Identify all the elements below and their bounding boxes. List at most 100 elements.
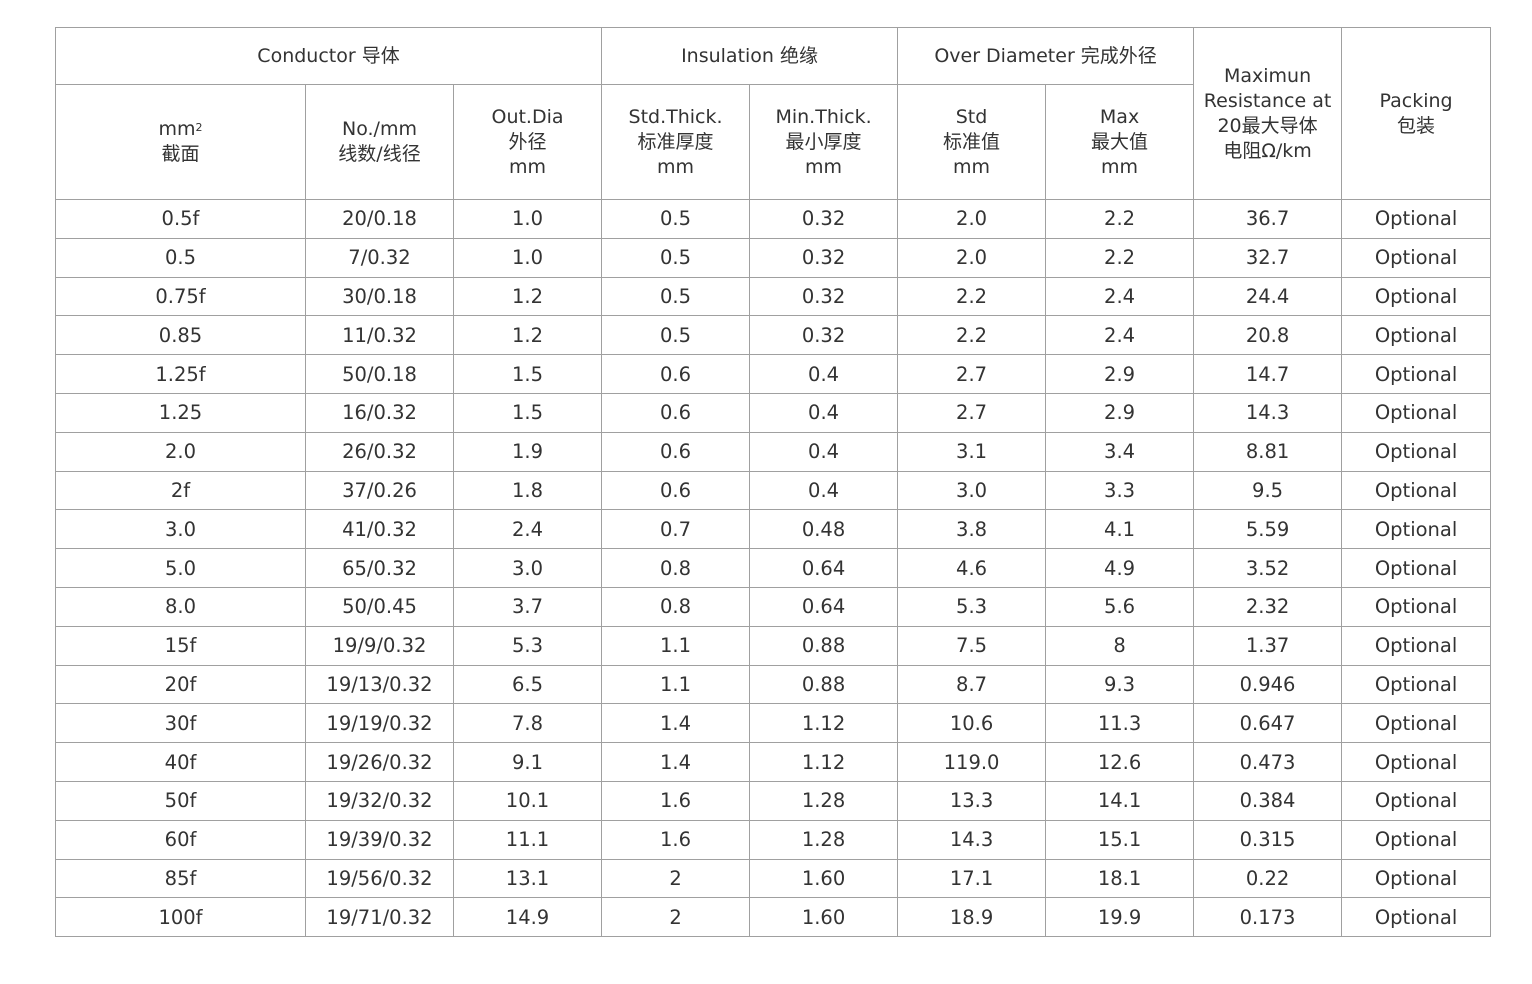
- header-line: 最大值: [1091, 130, 1149, 153]
- table-cell: 1.28: [749, 819, 899, 860]
- area-unit: mm2: [56, 117, 305, 142]
- header-line: mm: [657, 155, 695, 178]
- table-cell: 4.1: [1045, 509, 1195, 550]
- min-thick-header: Min.Thick. 最小厚度 mm: [749, 84, 899, 200]
- table-cell: 1.5: [452, 392, 603, 433]
- table-cell: 2.7: [897, 392, 1047, 433]
- table-cell: Optional: [1341, 703, 1492, 744]
- header-line: mm: [509, 155, 547, 178]
- table-cell: 1.0: [452, 237, 603, 278]
- table-cell: 0.32: [749, 315, 899, 356]
- table-cell: 0.5: [601, 199, 751, 239]
- table-cell: 14.3: [897, 819, 1047, 860]
- table-cell: 2.4: [1045, 315, 1195, 356]
- table-cell: 2.2: [897, 276, 1047, 317]
- table-row: 20f 19/13/0.32 6.5 1.1 0.88 8.7 9.3 0.946 Option…: [55, 664, 1492, 705]
- table-cell: 0.64: [749, 586, 899, 627]
- table-cell: 50/0.18: [305, 354, 454, 394]
- over-diameter-group-header: Over Diameter 完成外径: [897, 27, 1195, 85]
- table-row: 85f 19/56/0.32 13.1 2 1.60 17.1 18.1 0.22 Option…: [55, 858, 1492, 899]
- table-cell: 1.2: [452, 276, 603, 317]
- table-cell: 9.1: [452, 742, 603, 782]
- area-unit-text: mm: [158, 118, 196, 140]
- table-cell: 0.32: [749, 237, 899, 278]
- table-cell: 2: [601, 858, 751, 899]
- table-cell: 14.9: [452, 897, 603, 938]
- area-header: mm2 截面: [55, 84, 306, 200]
- table-cell: 1.37: [1193, 625, 1343, 666]
- table-cell: 6.5: [452, 664, 603, 705]
- resistance-header: Maximun Resistance at 20最大导体 电阻Ω/km: [1193, 27, 1343, 200]
- table-cell: Optional: [1341, 315, 1492, 356]
- table-cell: 0.6: [601, 392, 751, 433]
- table-cell: 18.9: [897, 897, 1047, 938]
- table-cell: 50f: [55, 780, 306, 821]
- table-cell: 17.1: [897, 858, 1047, 899]
- table-cell: 8.81: [1193, 431, 1343, 472]
- table-cell: Optional: [1341, 392, 1492, 433]
- packing-header-line: Packing: [1379, 89, 1453, 112]
- table-cell: 1.9: [452, 431, 603, 472]
- table-row: 60f 19/39/0.32 11.1 1.6 1.28 14.3 15.1 0.315 Opt…: [55, 819, 1492, 860]
- table-cell: 2.4: [452, 509, 603, 550]
- header-line: 最小厚度: [785, 130, 862, 153]
- table-cell: 3.0: [897, 470, 1047, 511]
- table-cell: 19/32/0.32: [305, 780, 454, 821]
- table-cell: 3.8: [897, 509, 1047, 550]
- table-cell: 0.48: [749, 509, 899, 550]
- table-cell: 15f: [55, 625, 306, 666]
- table-row: 15f 19/9/0.32 5.3 1.1 0.88 7.5 8 1.37 Optional: [55, 625, 1492, 666]
- table-cell: 1.1: [601, 625, 751, 666]
- table-cell: 9.5: [1193, 470, 1343, 511]
- table-cell: 15.1: [1045, 819, 1195, 860]
- table-cell: 7.8: [452, 703, 603, 744]
- table-cell: 19/19/0.32: [305, 703, 454, 744]
- table-cell: 0.6: [601, 431, 751, 472]
- table-cell: 1.4: [601, 703, 751, 744]
- table-cell: 1.25: [55, 392, 306, 433]
- table-cell: 8.7: [897, 664, 1047, 705]
- header-line: 标准值: [943, 130, 1001, 153]
- header-line: Std.Thick.: [628, 105, 723, 128]
- table-row: 2f 37/0.26 1.8 0.6 0.4 3.0 3.3 9.5 Optional: [55, 470, 1492, 511]
- table-cell: 0.5f: [55, 199, 306, 239]
- table-cell: 5.59: [1193, 509, 1343, 550]
- table-cell: 8.0: [55, 586, 306, 627]
- table-cell: Optional: [1341, 897, 1492, 938]
- header-line: No./mm: [342, 118, 417, 140]
- table-cell: 0.4: [749, 431, 899, 472]
- header-line: mm: [1101, 155, 1139, 178]
- table-cell: 18.1: [1045, 858, 1195, 899]
- table-cell: Optional: [1341, 237, 1492, 278]
- table-cell: Optional: [1341, 664, 1492, 705]
- resistance-header-line: Maximun: [1223, 64, 1312, 87]
- table-cell: 1.12: [749, 742, 899, 782]
- table-cell: 0.946: [1193, 664, 1343, 705]
- table-cell: 11.1: [452, 819, 603, 860]
- out-dia-header: Out.Dia 外径 mm: [452, 84, 603, 200]
- table-cell: 2.0: [55, 431, 306, 472]
- area-unit-sup: 2: [195, 121, 203, 134]
- table-cell: 20.8: [1193, 315, 1343, 356]
- table-cell: 19/39/0.32: [305, 819, 454, 860]
- table-cell: 2: [601, 897, 751, 938]
- table-cell: 0.22: [1193, 858, 1343, 899]
- table-cell: 16/0.32: [305, 392, 454, 433]
- table-cell: 37/0.26: [305, 470, 454, 511]
- std-diameter-header: Std 标准值 mm: [897, 84, 1047, 200]
- table-row: 3.0 41/0.32 2.4 0.7 0.48 3.8 4.1 5.59 Optional: [55, 509, 1492, 550]
- table-cell: 1.6: [601, 819, 751, 860]
- insulation-group-header: Insulation 绝缘: [601, 27, 899, 85]
- table-cell: 1.1: [601, 664, 751, 705]
- resistance-header-line: 电阻Ω/km: [1223, 139, 1312, 162]
- table-cell: Optional: [1341, 470, 1492, 511]
- table-cell: 0.5: [55, 237, 306, 278]
- table-cell: Optional: [1341, 276, 1492, 317]
- table-cell: 0.64: [749, 548, 899, 588]
- header-line: mm: [805, 155, 843, 178]
- table-cell: 3.0: [452, 548, 603, 588]
- table-cell: Optional: [1341, 431, 1492, 472]
- table-row: 2.0 26/0.32 1.9 0.6 0.4 3.1 3.4 8.81 Optional: [55, 431, 1492, 472]
- conductor-group-header: Conductor 导体: [54, 27, 603, 85]
- table-cell: 14.7: [1193, 354, 1343, 394]
